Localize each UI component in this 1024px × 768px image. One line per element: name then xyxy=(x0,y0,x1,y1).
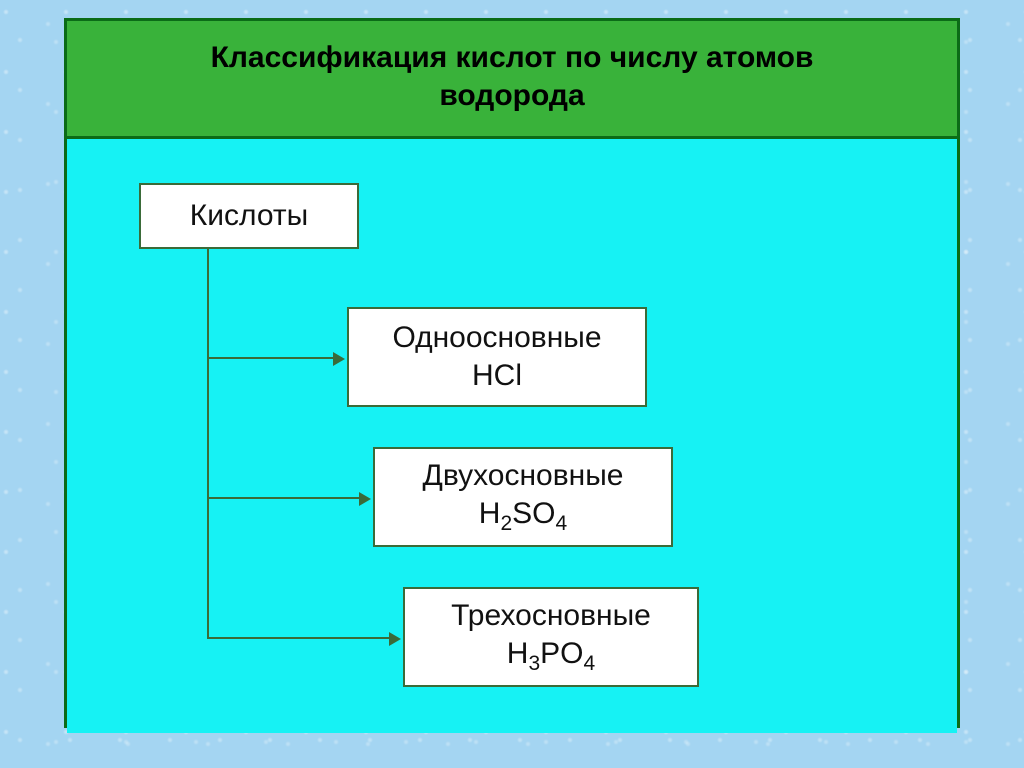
header-bar: Классификация кислот по числу атомов вод… xyxy=(67,21,957,139)
node-dibasic: Двухосновные H2SO4 xyxy=(373,447,673,547)
connector-line xyxy=(207,249,209,639)
diagram-canvas: Кислоты Одноосновные HCl Двухосновные H2… xyxy=(67,139,957,733)
arrow-icon xyxy=(333,352,345,366)
title-line-1: Классификация кислот по числу атомов xyxy=(211,41,814,74)
node-monobasic-label: Одноосновные xyxy=(392,320,601,356)
node-monobasic: Одноосновные HCl xyxy=(347,307,647,407)
page-title: Классификация кислот по числу атомов вод… xyxy=(87,39,937,114)
node-tribasic: Трехосновные H3PO4 xyxy=(403,587,699,687)
node-tribasic-label: Трехосновные xyxy=(451,598,651,634)
arrow-icon xyxy=(389,632,401,646)
title-line-2: водорода xyxy=(439,79,584,112)
node-dibasic-formula: H2SO4 xyxy=(479,496,567,536)
connector-line xyxy=(207,637,391,639)
arrow-icon xyxy=(359,492,371,506)
node-root-label: Кислоты xyxy=(190,198,308,234)
connector-line xyxy=(207,357,335,359)
connector-line xyxy=(207,497,361,499)
node-dibasic-label: Двухосновные xyxy=(423,458,624,494)
node-root: Кислоты xyxy=(139,183,359,249)
node-tribasic-formula: H3PO4 xyxy=(507,636,595,676)
node-monobasic-formula: HCl xyxy=(472,358,522,394)
diagram-frame: Классификация кислот по числу атомов вод… xyxy=(64,18,960,728)
